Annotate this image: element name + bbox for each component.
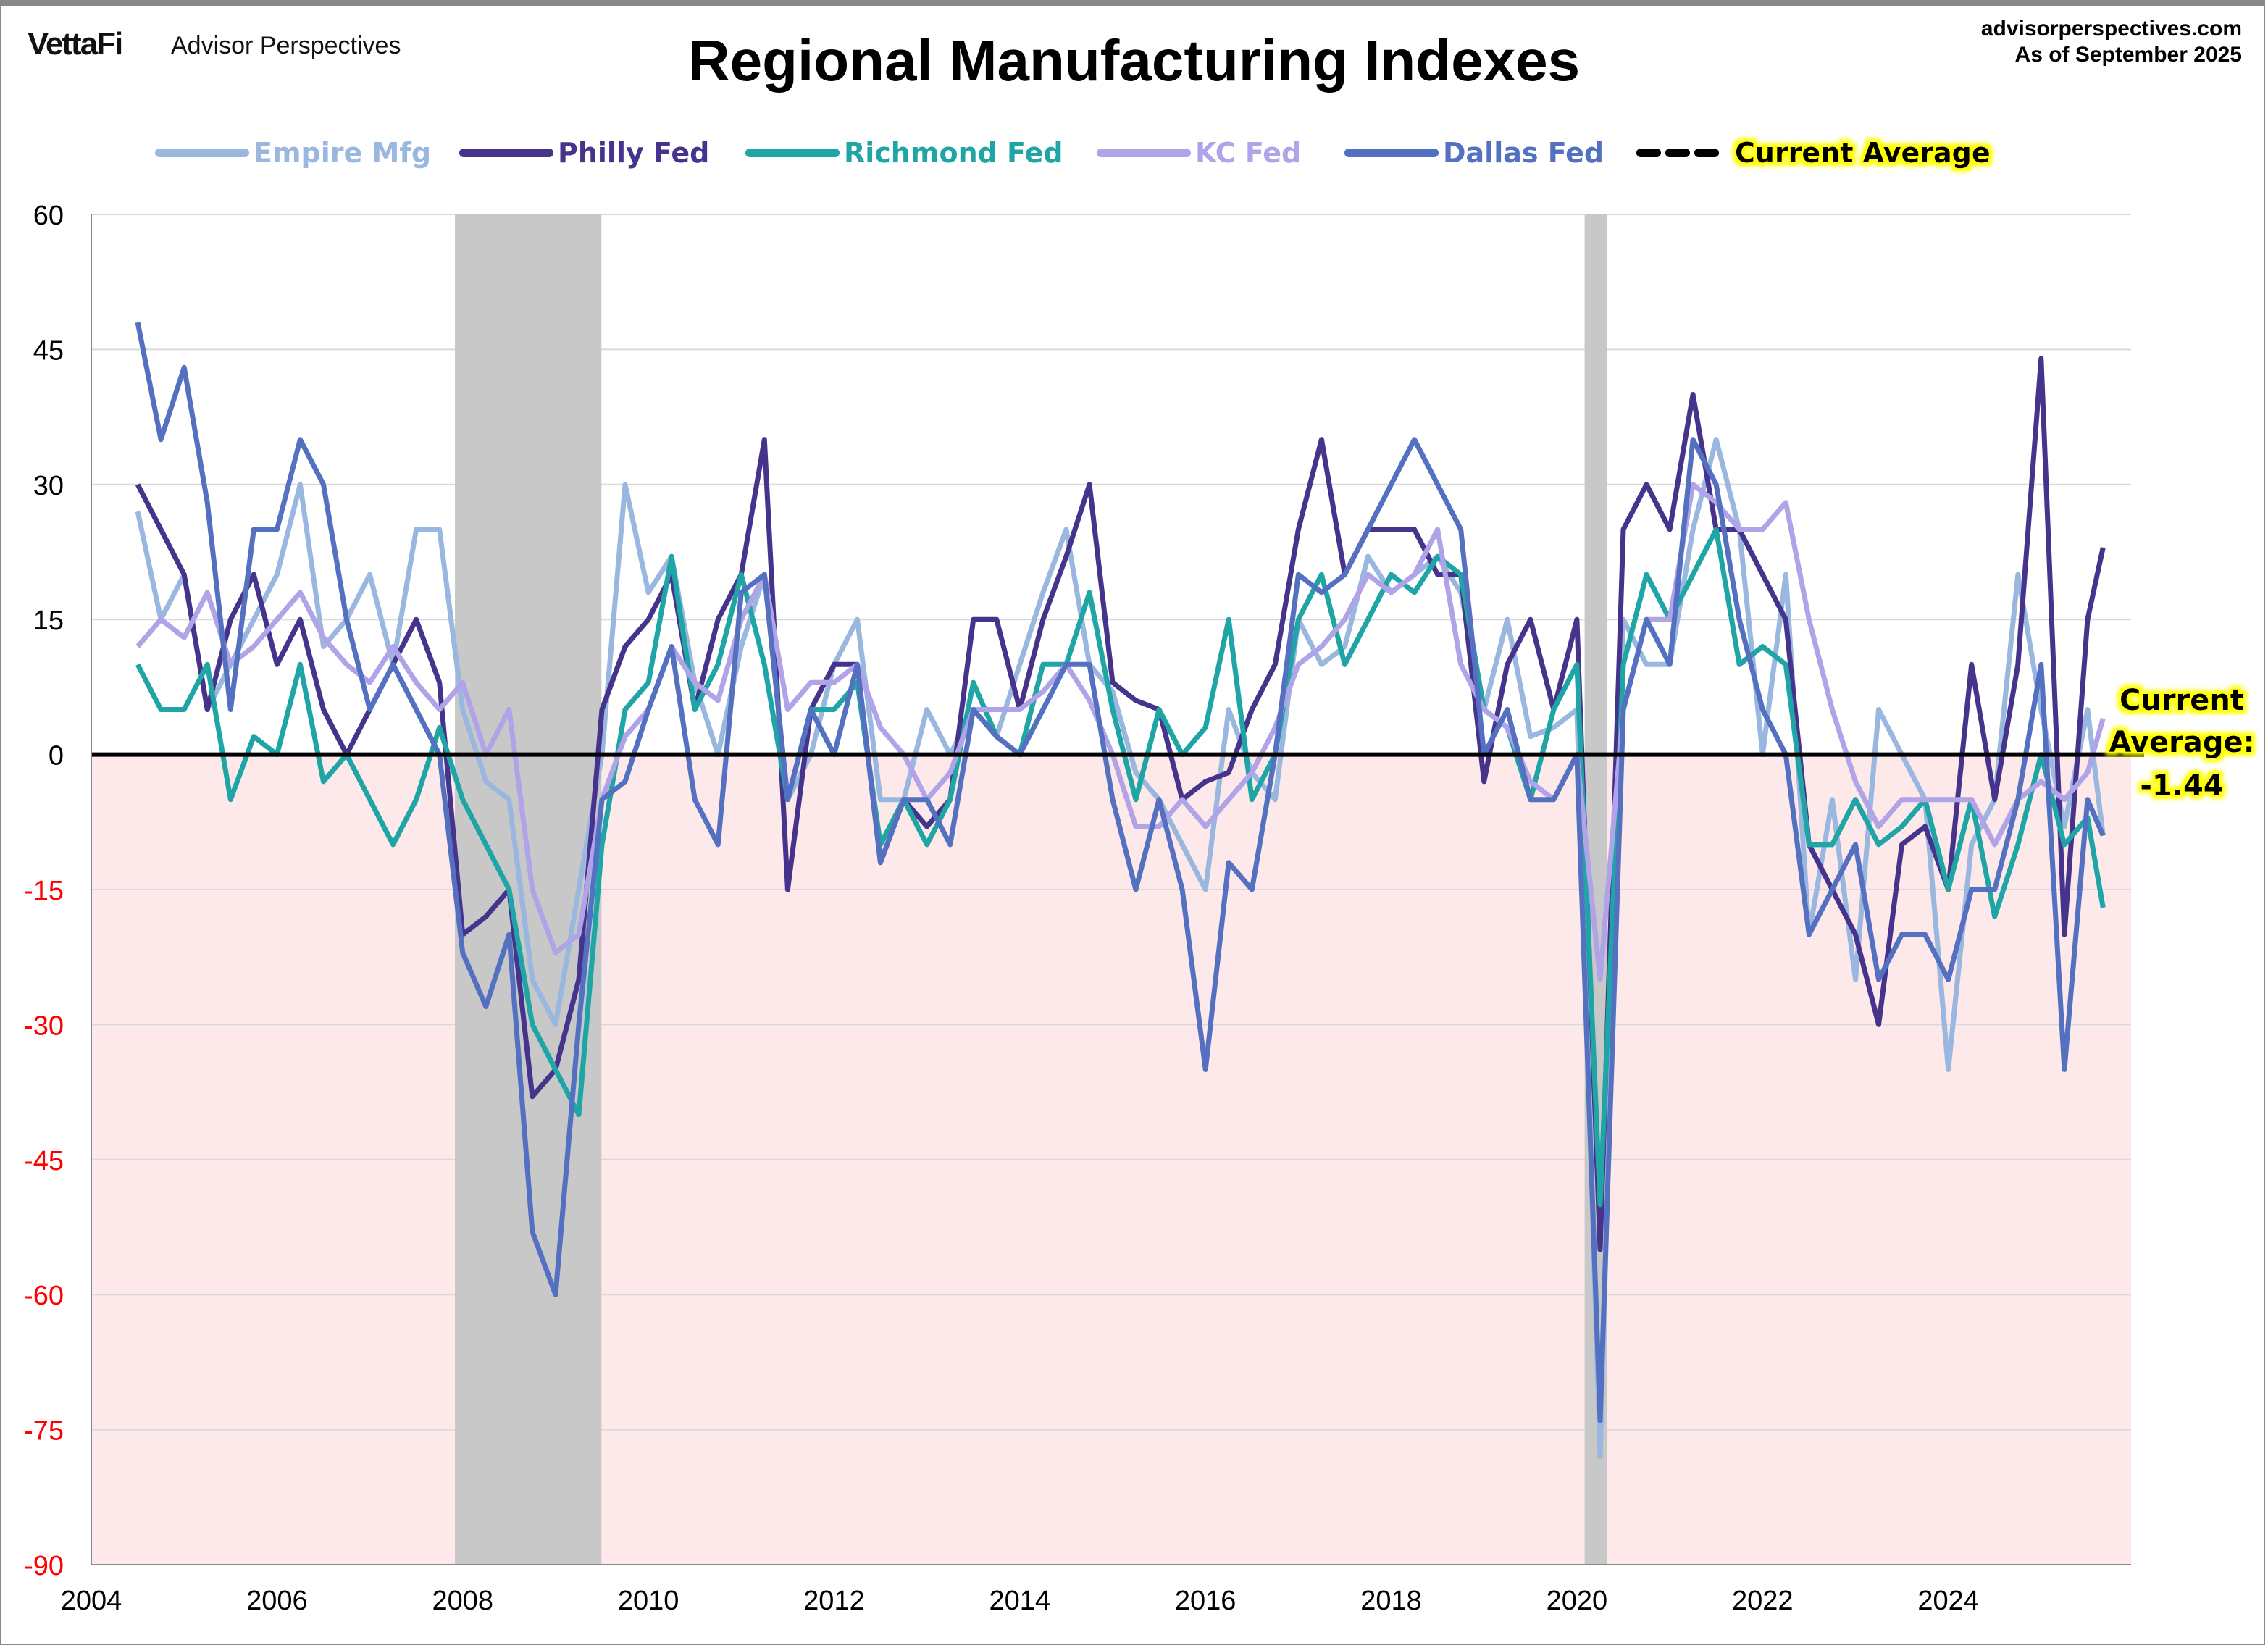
legend-item: Philly Fed xyxy=(459,137,709,169)
legend-label: Philly Fed xyxy=(558,137,709,169)
legend-label: Empire Mfg xyxy=(254,137,431,169)
source-block: advisorperspectives.com As of September … xyxy=(1981,16,2242,68)
series-line-philly-fed xyxy=(135,356,2106,1252)
annotation-text: Current xyxy=(2120,684,2244,717)
y-tick-label: 60 xyxy=(33,201,64,231)
legend-label: KC Fed xyxy=(1195,137,1301,169)
y-tick-label: -45 xyxy=(24,1146,64,1176)
as-of-date: As of September 2025 xyxy=(2014,43,2242,67)
y-tick-label: -90 xyxy=(24,1551,64,1581)
y-tick-label: -60 xyxy=(24,1281,64,1311)
brand-subtitle: Advisor Perspectives xyxy=(171,32,401,59)
legend-item: Richmond Fed xyxy=(745,137,1063,169)
x-tick-label: 2012 xyxy=(803,1586,865,1616)
x-tick-label: 2006 xyxy=(246,1586,308,1616)
x-tick-label: 2024 xyxy=(1917,1586,1979,1616)
y-tick-label: 30 xyxy=(33,471,64,501)
x-tick-label: 2010 xyxy=(618,1586,679,1616)
legend-item: Current Average xyxy=(1636,137,1991,169)
x-tick-label: 2004 xyxy=(61,1586,122,1616)
legend-item: Empire Mfg xyxy=(155,137,431,169)
series-line-empire-mfg xyxy=(135,437,2106,1460)
y-tick-label: -30 xyxy=(24,1011,64,1041)
legend-label: Current Average xyxy=(1735,137,1991,169)
x-tick-label: 2018 xyxy=(1360,1586,1422,1616)
series-line-dallas-fed xyxy=(135,322,2106,1423)
annotation-text: Average: xyxy=(2109,726,2254,759)
vettafi-logo: VettaFi xyxy=(28,26,123,62)
legend-item: Dallas Fed xyxy=(1344,137,1604,169)
x-tick-label: 2014 xyxy=(989,1586,1051,1616)
x-tick-label: 2020 xyxy=(1547,1586,1608,1616)
current-average-annotation: Current Average: -1.44 xyxy=(2109,684,2254,803)
y-tick-label: 45 xyxy=(33,335,64,366)
x-tick-label: 2016 xyxy=(1175,1586,1236,1616)
legend-label: Richmond Fed xyxy=(844,137,1063,169)
legend-label: Dallas Fed xyxy=(1443,137,1604,169)
y-tick-label: 0 xyxy=(49,741,64,771)
y-tick-label: 15 xyxy=(33,606,64,636)
x-tick-label: 2022 xyxy=(1732,1586,1794,1616)
y-tick-label: -15 xyxy=(24,876,64,906)
x-tick-label: 2008 xyxy=(432,1586,493,1616)
series-line-kc-fed xyxy=(135,482,2106,982)
annotation-text: -1.44 xyxy=(2140,769,2223,803)
legend-item: KC Fed xyxy=(1097,137,1301,169)
y-tick-label: -75 xyxy=(24,1416,64,1447)
chart-title: Regional Manufacturing Indexes xyxy=(687,28,1581,93)
source-url: advisorperspectives.com xyxy=(1980,17,2242,41)
